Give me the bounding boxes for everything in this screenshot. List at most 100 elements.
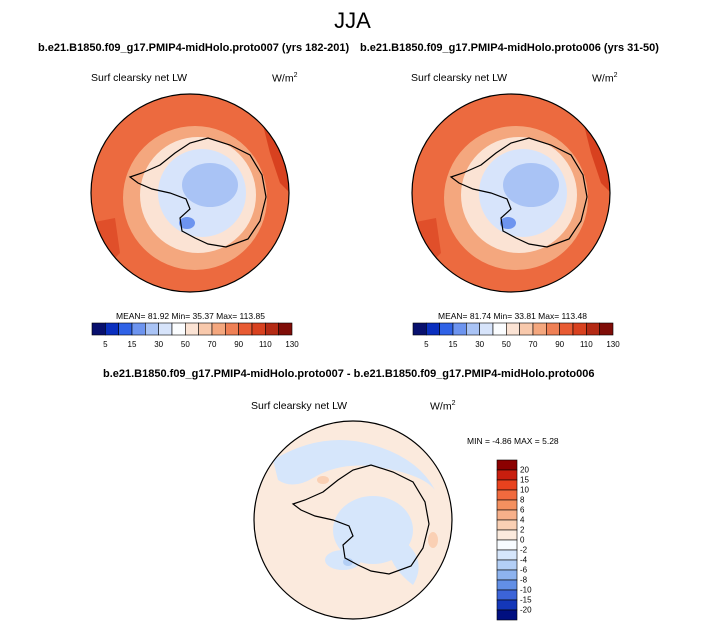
panel1-colorbar-labels: 5 15 30 50 70 90 110 130 [92, 340, 299, 352]
panel1-colorbar-box [185, 322, 199, 336]
panel1-colorbar-tick-label: 50 [180, 340, 190, 349]
diff-colorbar-tick-label: 10 [520, 485, 529, 495]
diff-colorbar-box [496, 549, 518, 561]
diff-colorbar-tick-label: -2 [520, 545, 528, 555]
panel1-variable: Surf clearsky net LW [91, 72, 188, 84]
diff-colorbar-box [496, 489, 518, 501]
diff-colorbar-box [496, 529, 518, 541]
diff-colorbar-tick-label: -8 [520, 575, 528, 585]
diff-colorbar-box [496, 479, 518, 491]
panel1-colorbar-tick-label: 70 [207, 340, 217, 349]
diff-colorbar-tick-label: 2 [520, 525, 525, 535]
panel1-field [91, 94, 289, 292]
diff-coastline [291, 464, 430, 575]
diff-colorbar-box [496, 499, 518, 511]
panel1-colorbar-box [198, 322, 213, 336]
panel2-colorbar-box [506, 322, 520, 336]
panel2-colorbar-box [492, 322, 507, 336]
panel1-colorbar-tick-label: 15 [127, 340, 137, 349]
diff-map-border [253, 420, 453, 620]
diff-colorbar-tick-label: -6 [520, 565, 528, 575]
panel2-variable: Surf clearsky net LW [411, 72, 508, 84]
panel2-colorbar-tick-label: 15 [448, 340, 458, 349]
panel2-colorbar-box [466, 322, 480, 336]
season-title: JJA [334, 8, 371, 33]
panel2-colorbar-box [572, 322, 587, 336]
panel2-colorbar-tick-label: 130 [606, 340, 620, 349]
panel2-colorbar-tick-label: 70 [528, 340, 538, 349]
panel1-colorbar-box [145, 322, 159, 336]
diff-colorbar-box [496, 609, 518, 621]
panel2-colorbar-box [532, 322, 547, 336]
panel1-colorbar-box [118, 322, 133, 336]
panel2-colorbar-box [426, 322, 440, 336]
panel2-colorbar-tick-label: 110 [579, 340, 593, 349]
panel1-colorbar-box [131, 322, 146, 336]
panel2-map [411, 93, 611, 293]
panel2-colorbar-box [412, 322, 427, 336]
diff-colorbar-box [496, 599, 518, 611]
panel2-colorbar-tick-label: 30 [475, 340, 485, 349]
panel2-colorbar-box [586, 322, 600, 336]
diff-map [253, 420, 453, 620]
panel2-colorbar-box [452, 322, 467, 336]
panel2-colorbar-box [546, 322, 560, 336]
panel2-stats: MEAN= 81.74 Min= 33.81 Max= 113.48 [438, 311, 587, 321]
diff-colorbar-box [496, 559, 518, 571]
panel2-colorbar [412, 322, 614, 336]
panel1-map-border [90, 93, 290, 293]
diff-colorbar-box [496, 539, 518, 551]
panel2-colorbar-box [559, 322, 574, 336]
diff-colorbar-tick-label: 0 [520, 535, 525, 545]
panel2-field [412, 94, 610, 292]
diff-colorbar-tick-label: -10 [520, 585, 532, 595]
panel1-colorbar-box [225, 322, 239, 336]
panel2-colorbar-box [519, 322, 534, 336]
panel1-colorbar-tick-label: 90 [234, 340, 244, 349]
panel1-colorbar-box [278, 322, 293, 336]
panel1-colorbar-box [105, 322, 119, 336]
panel1-colorbar-tick-label: 30 [154, 340, 164, 349]
panel1-colorbar-box [211, 322, 226, 336]
diff-colorbar-box [496, 459, 518, 471]
panel2-colorbar-box [599, 322, 614, 336]
diff-colorbar-box [496, 469, 518, 481]
panel1-colorbar-box [251, 322, 266, 336]
panel2-colorbar-tick-label: 90 [555, 340, 565, 349]
panel2-colorbar-tick-label: 50 [501, 340, 511, 349]
panel1-case-title: b.e21.B1850.f09_g17.PMIP4-midHolo.proto0… [38, 42, 350, 54]
diff-variable: Surf clearsky net LW [251, 400, 348, 412]
panel2-colorbar-tick-label: 5 [424, 340, 429, 349]
panel1-stats: MEAN= 81.92 Min= 35.37 Max= 113.85 [116, 311, 265, 321]
diff-field [254, 421, 452, 619]
panel2-colorbar-box [439, 322, 454, 336]
panel1-colorbar-box [91, 322, 106, 336]
panel1-units: W/m2 [272, 72, 298, 85]
panel1-map [90, 93, 290, 293]
panel1-colorbar-tick-label: 110 [258, 340, 272, 349]
diff-colorbar [496, 459, 518, 621]
diff-colorbar-box [496, 519, 518, 531]
diff-colorbar-box [496, 569, 518, 581]
diff-colorbar-labels: 20 15 10 8 6 4 2 0 -2 -4 -6 -8 -10 -15 -20 [520, 460, 550, 620]
panel1-colorbar-tick-label: 5 [103, 340, 108, 349]
diff-colorbar-tick-label: 20 [520, 465, 529, 475]
panel2-coastline [449, 137, 588, 248]
diff-stats: MIN = -4.86 MAX = 5.28 [467, 436, 559, 446]
panel1-colorbar-box [158, 322, 173, 336]
diff-colorbar-box [496, 579, 518, 591]
panel1-colorbar [91, 322, 293, 336]
diff-colorbar-tick-label: 8 [520, 495, 525, 505]
panel1-colorbar-box [171, 322, 186, 336]
panel2-colorbar-box [479, 322, 494, 336]
diff-units: W/m2 [430, 400, 456, 413]
diff-colorbar-tick-label: 15 [520, 475, 529, 485]
diff-colorbar-box [496, 509, 518, 521]
diff-colorbar-tick-label: 6 [520, 505, 525, 515]
diff-colorbar-tick-label: -15 [520, 595, 532, 605]
diff-colorbar-box [496, 589, 518, 601]
panel1-colorbar-box [238, 322, 253, 336]
panel1-coastline [128, 137, 267, 248]
panel2-units: W/m2 [592, 72, 618, 85]
panel1-colorbar-box [265, 322, 279, 336]
